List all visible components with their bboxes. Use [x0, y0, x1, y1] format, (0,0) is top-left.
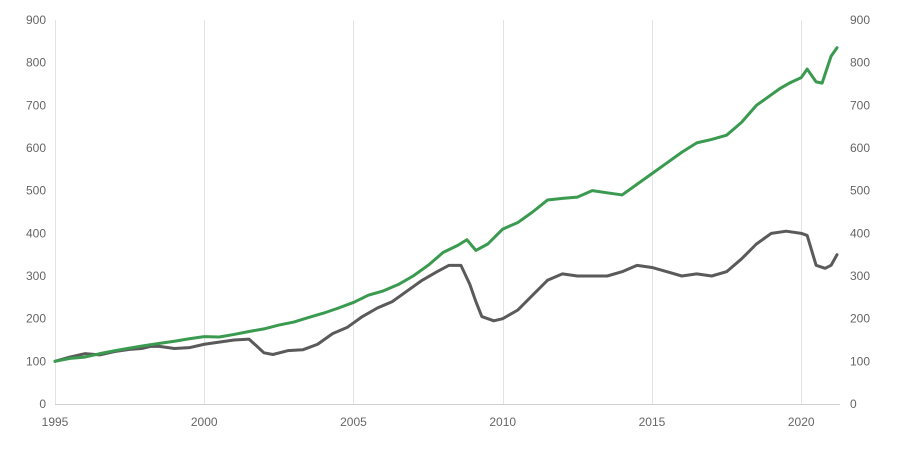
y-tick-label-right: 0 [850, 397, 857, 411]
y-tick-label-right: 200 [850, 312, 870, 326]
series-line-1 [53, 46, 839, 363]
y-tick-label-left: 200 [26, 312, 46, 326]
series-group [53, 46, 839, 363]
y-tick-label-right: 400 [850, 226, 870, 240]
y-tick-label-left: 400 [26, 226, 46, 240]
series-line-2 [53, 229, 839, 363]
x-axis-ticks: 1995 2000 2005 2010 2015 2020 [42, 415, 815, 429]
x-tick-label: 2010 [489, 415, 516, 429]
y-tick-label-left: 700 [26, 98, 46, 112]
y-tick-label-left: 300 [26, 269, 46, 283]
y-tick-label-left: 900 [26, 13, 46, 27]
y-tick-label-right: 100 [850, 354, 870, 368]
y-axis-right-ticks: 0 100 200 300 400 500 600 700 800 900 [850, 13, 870, 411]
y-tick-label-right: 500 [850, 184, 870, 198]
y-tick-label-right: 600 [850, 141, 870, 155]
y-tick-label-left: 0 [39, 397, 46, 411]
x-tick-label: 2015 [639, 415, 666, 429]
y-tick-label-right: 900 [850, 13, 870, 27]
x-tick-label: 2020 [788, 415, 815, 429]
x-tick-label: 2000 [191, 415, 218, 429]
grid [55, 20, 802, 404]
y-tick-label-left: 800 [26, 56, 46, 70]
x-tick-label: 1995 [42, 415, 69, 429]
y-tick-label-left: 500 [26, 184, 46, 198]
y-tick-label-left: 600 [26, 141, 46, 155]
y-tick-label-left: 100 [26, 354, 46, 368]
x-tick-label: 2005 [340, 415, 367, 429]
y-tick-label-right: 700 [850, 98, 870, 112]
y-axis-left-ticks: 0 100 200 300 400 500 600 700 800 900 [26, 13, 46, 411]
y-tick-label-right: 300 [850, 269, 870, 283]
y-tick-label-right: 800 [850, 56, 870, 70]
